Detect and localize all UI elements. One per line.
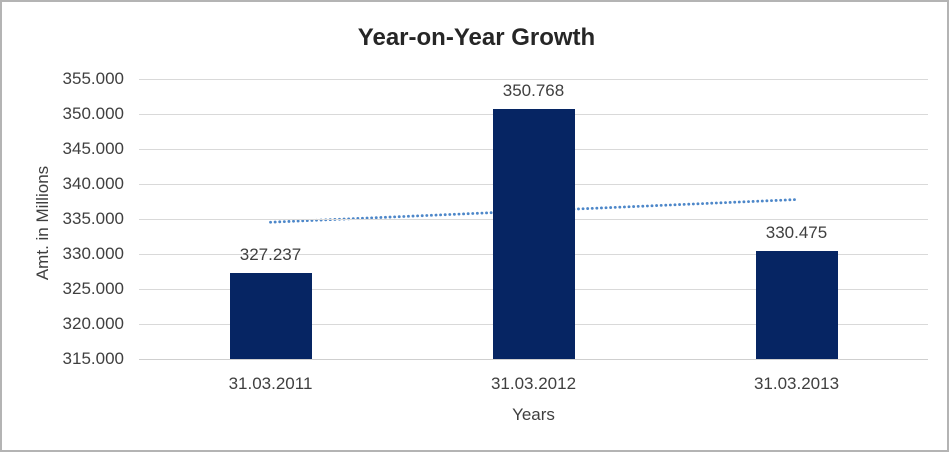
bar-31.03.2013 bbox=[755, 250, 838, 359]
y-tick-label: 350.000 bbox=[62, 104, 124, 123]
y-tick-label: 320.000 bbox=[62, 314, 124, 333]
y-tick-label: 325.000 bbox=[62, 279, 124, 298]
x-tick-label: 31.03.2011 bbox=[228, 374, 313, 393]
bar-data-label: 350.768 bbox=[502, 80, 565, 100]
y-tick-label: 335.000 bbox=[62, 209, 124, 228]
x-axis-title: Years bbox=[512, 405, 555, 424]
gridline bbox=[139, 78, 928, 80]
chart-title: Year-on-Year Growth bbox=[357, 24, 596, 51]
y-tick-label: 315.000 bbox=[62, 349, 124, 368]
x-tick-label: 31.03.2013 bbox=[753, 374, 840, 393]
bar-31.03.2011 bbox=[229, 273, 312, 359]
bar-data-label: 330.475 bbox=[765, 222, 828, 242]
x-tick-label: 31.03.2012 bbox=[490, 374, 577, 393]
y-tick-label: 340.000 bbox=[62, 174, 124, 193]
gridline bbox=[139, 358, 928, 360]
bar-31.03.2012 bbox=[492, 108, 575, 359]
y-tick-label: 345.000 bbox=[62, 139, 124, 158]
bar-data-label: 327.237 bbox=[239, 245, 302, 265]
y-tick-label: 330.000 bbox=[62, 244, 124, 263]
y-tick-label: 355.000 bbox=[62, 69, 124, 88]
